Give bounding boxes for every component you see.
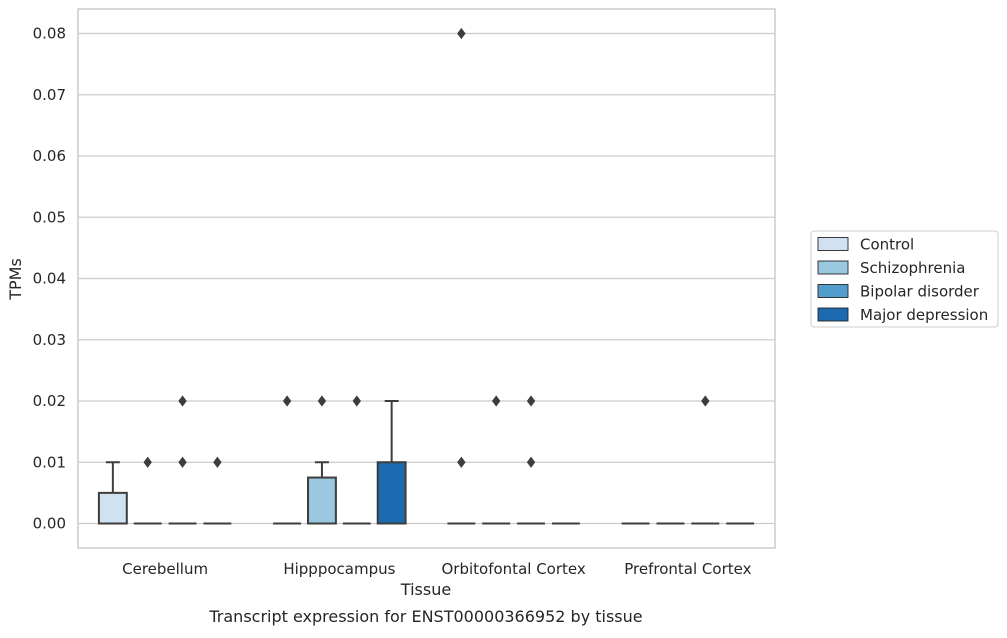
outlier-point xyxy=(317,395,327,407)
outlier-point xyxy=(457,27,466,40)
box-cerebellum-schizophrenia xyxy=(133,456,162,525)
legend-swatch xyxy=(817,284,849,298)
box-body xyxy=(376,461,407,525)
outlier-point xyxy=(492,395,501,407)
y-tick-label: 0.01 xyxy=(33,453,66,471)
outlier-point xyxy=(352,395,361,407)
y-tick-label: 0.06 xyxy=(33,147,66,165)
outlier-point xyxy=(526,395,536,407)
box-hipppocampus-bipolar-disorder xyxy=(342,395,371,525)
legend-swatch xyxy=(817,307,849,322)
legend-label: Major depression xyxy=(860,306,988,324)
x-tick-label: Hipppocampus xyxy=(283,560,395,578)
y-tick-label: 0.04 xyxy=(33,270,66,288)
chart-caption: Transcript expression for ENST0000036695… xyxy=(208,607,642,626)
box-body xyxy=(97,491,128,525)
legend-label: Control xyxy=(860,236,914,254)
box-cerebellum-bipolar-disorder xyxy=(168,395,197,525)
x-axis-label: Tissue xyxy=(400,580,451,599)
legend-swatch xyxy=(817,260,849,275)
legend-item: Schizophrenia xyxy=(817,259,965,277)
outlier-point xyxy=(178,456,187,468)
box-body xyxy=(307,476,337,525)
legend-frame xyxy=(810,230,999,328)
box-orbitofontal-cortex-schizophrenia xyxy=(482,395,511,525)
y-tick-label: 0.08 xyxy=(33,25,66,43)
outlier-point xyxy=(282,395,292,407)
legend-swatch xyxy=(817,237,849,251)
legend: Control Schizophrenia Bipolar disorder Majo… xyxy=(810,230,999,328)
legend-item: Bipolar disorder xyxy=(817,283,980,301)
box-hipppocampus-major-depression xyxy=(376,400,407,525)
legend-label: Bipolar disorder xyxy=(860,283,980,301)
box-plot-marks xyxy=(97,27,755,525)
outlier-point xyxy=(701,395,710,407)
y-tick-label: 0.07 xyxy=(33,86,66,104)
y-tick-label: 0.02 xyxy=(33,392,66,410)
legend-item: Major depression xyxy=(817,306,988,324)
outlier-point xyxy=(213,456,222,468)
box-orbitofontal-cortex-control xyxy=(447,27,476,525)
x-tick-label: Orbitofontal Cortex xyxy=(442,560,586,578)
box-orbitofontal-cortex-bipolar-disorder xyxy=(517,395,545,525)
outlier-point xyxy=(178,395,187,407)
outlier-point xyxy=(526,456,536,468)
box-prefrontal-cortex-bipolar-disorder xyxy=(691,395,720,525)
box-hipppocampus-control xyxy=(273,395,302,525)
outlier-point xyxy=(457,456,466,468)
y-tick-label: 0.05 xyxy=(33,208,66,226)
x-tick-label: Prefrontal Cortex xyxy=(624,560,751,578)
box-cerebellum-major-depression xyxy=(203,456,232,525)
outlier-point xyxy=(143,456,152,468)
legend-label: Schizophrenia xyxy=(860,259,965,277)
y-axis-label: TPMs xyxy=(6,258,25,301)
plot-frame xyxy=(77,8,776,549)
legend-item: Control xyxy=(817,236,914,254)
x-tick-labels: Cerebellum Hipppocampus Orbitofontal Corte… xyxy=(122,560,751,578)
y-tick-labels: 0.00 0.01 0.02 0.03 0.04 0.05 0.06 0.07 0.08 xyxy=(33,25,66,533)
y-tick-label: 0.00 xyxy=(33,515,66,533)
y-tick-label: 0.03 xyxy=(33,331,66,349)
box-cerebellum-control xyxy=(97,461,128,525)
box-hipppocampus-schizophrenia xyxy=(307,395,337,525)
x-tick-label: Cerebellum xyxy=(122,560,208,578)
